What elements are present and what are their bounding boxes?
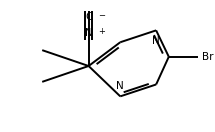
Text: +: +	[98, 27, 105, 36]
Text: N: N	[85, 28, 92, 38]
Text: C: C	[85, 12, 92, 22]
Text: N: N	[116, 81, 124, 91]
Text: Br: Br	[201, 52, 213, 62]
Text: N: N	[152, 36, 160, 46]
Text: −: −	[98, 11, 105, 20]
